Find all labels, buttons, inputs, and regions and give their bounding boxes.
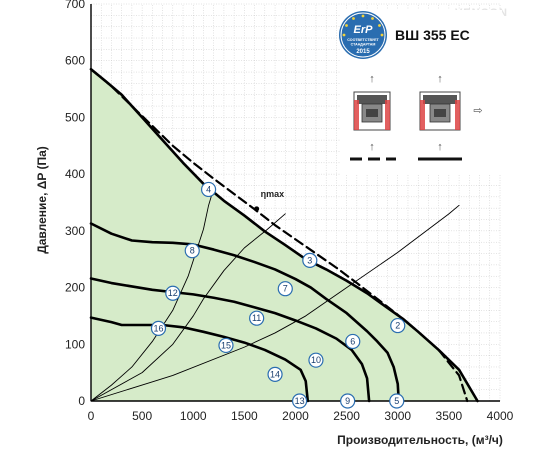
point-marker-label: 9	[345, 396, 350, 406]
x-tick-label: 2000	[282, 409, 309, 423]
fill-area	[91, 69, 478, 401]
series-line-4	[89, 277, 371, 403]
arrow-right-icon: ⇨	[473, 105, 482, 117]
y-tick-label: 500	[65, 110, 85, 124]
point-marker-5	[389, 393, 405, 409]
point-marker-13	[291, 393, 308, 409]
point-marker-label: 11	[252, 313, 261, 323]
erp-badge-year: 2015	[356, 49, 370, 55]
operating-area	[91, 69, 478, 401]
eta-max-label: ηmax	[261, 189, 285, 199]
point-marker-12	[165, 285, 181, 301]
series-line-8	[90, 204, 460, 402]
arrow-up-icon: ↑	[437, 141, 443, 153]
y-tick-label: 100	[65, 337, 85, 351]
point-marker-label: 16	[153, 323, 163, 333]
point-marker-9	[340, 393, 356, 409]
model-title: ВШ 355 ЕС	[395, 27, 470, 43]
series-line-6	[90, 187, 215, 402]
point-marker-label: 4	[206, 184, 211, 194]
point-marker-label: 13	[295, 396, 305, 406]
point-marker-10	[308, 352, 324, 368]
x-axis-title: Производительность, (м³/ч)	[337, 433, 503, 447]
point-marker-label: 2	[395, 321, 400, 331]
point-marker-6	[345, 333, 361, 350]
y-tick-label: 300	[65, 224, 85, 238]
annotations: ηmax	[254, 189, 284, 212]
markers: 2 3 4 5 6 7 8 9 10 11 12 13 14 15 16	[150, 181, 406, 409]
y-axis-title: Давление, ΔP (Па)	[35, 146, 49, 254]
point-marker-15	[218, 337, 234, 354]
series-line-7	[90, 213, 286, 402]
point-marker-7	[277, 281, 293, 297]
y-tick-label: 400	[65, 167, 85, 181]
point-marker-11	[249, 310, 265, 326]
x-tick-label: 4000	[487, 409, 514, 423]
y-tick-label: 0	[78, 394, 85, 408]
airflow-diagram-right: ↑ ⇨ ↑	[418, 73, 483, 161]
arrow-up-icon: ↑	[437, 73, 443, 85]
point-marker-4	[200, 181, 217, 198]
erp-badge: ErP СООТВЕТСТВУЕТ СТАНДАРТАМ 2015	[339, 11, 387, 59]
point-marker-2	[390, 317, 406, 334]
point-marker-16	[150, 320, 167, 337]
point-marker-label: 5	[394, 396, 399, 406]
series-line-3	[89, 222, 401, 403]
x-tick-label: 3500	[436, 409, 463, 423]
point-marker-8	[184, 243, 200, 259]
erp-badge-line3: СТАНДАРТАМ	[351, 43, 376, 47]
point-marker-label: 10	[311, 355, 321, 365]
tick-labels: 0 500 1000 1500 2000 2500 3000 3500 400001002003…	[65, 0, 514, 423]
arrow-up-icon: ↑	[369, 73, 375, 85]
x-tick-label: 3000	[384, 409, 411, 423]
point-marker-label: 15	[221, 340, 231, 350]
inset-panel: ErP СООТВЕТСТВУЕТ СТАНДАРТАМ 2015 ВШ 355…	[339, 10, 502, 175]
point-marker-label: 6	[350, 336, 355, 346]
point-marker-label: 12	[168, 288, 178, 298]
y-tick-label: 600	[65, 54, 85, 68]
x-tick-label: 2500	[333, 409, 360, 423]
x-tick-label: 500	[132, 409, 152, 423]
point-marker-label: 14	[270, 369, 280, 379]
series-lines	[89, 67, 479, 403]
x-tick-label: 0	[88, 409, 95, 423]
point-marker-label: 7	[283, 284, 288, 294]
point-marker-label: 8	[190, 246, 195, 256]
erp-badge-title: ErP	[354, 24, 374, 36]
point-marker-label: 3	[307, 255, 312, 265]
y-tick-label: 200	[65, 281, 85, 295]
x-tick-label: 1000	[180, 409, 207, 423]
series-line-2	[89, 68, 469, 403]
x-tick-label: 1500	[231, 409, 258, 423]
series-line-5	[89, 316, 310, 403]
eta-max-dot	[254, 206, 260, 212]
point-marker-14	[267, 366, 283, 382]
arrow-up-icon: ↑	[369, 141, 375, 153]
point-marker-3	[302, 252, 318, 268]
y-tick-label: 700	[65, 0, 85, 11]
erp-badge-line2: СООТВЕТСТВУЕТ	[347, 38, 379, 42]
star-icon-ring	[342, 14, 384, 37]
airflow-diagram-left: ↑ ↑	[350, 73, 396, 161]
